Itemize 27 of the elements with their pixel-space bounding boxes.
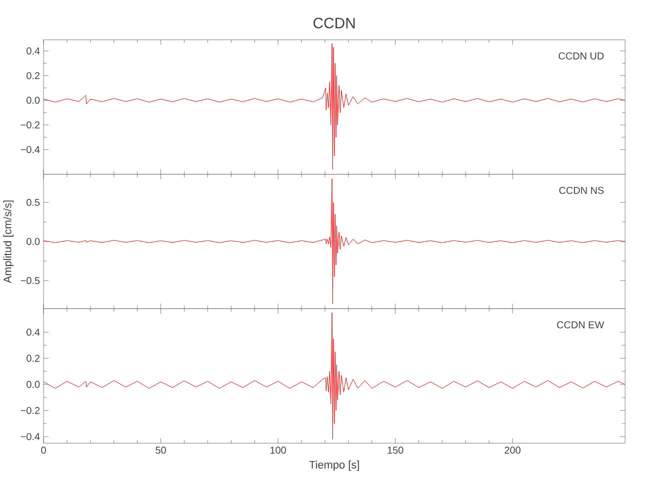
chart-title: CCDN <box>314 18 355 28</box>
y-tick-label: −0.5 <box>20 277 40 284</box>
y-tick-label: 0.2 <box>26 72 40 80</box>
y-tick-label: 0.0 <box>26 96 40 104</box>
y-tick-label: 0.0 <box>26 238 40 246</box>
x-tick-label: 0 <box>41 446 46 454</box>
y-tick-label: 0.5 <box>26 198 40 206</box>
y-tick-label: 0.2 <box>26 354 40 362</box>
x-tick-label: 150 <box>388 446 404 454</box>
line-series <box>44 178 626 304</box>
line-series <box>44 43 626 170</box>
line-series <box>44 312 626 440</box>
annotation: CCDN UD <box>558 52 604 60</box>
y-axis-title: Amplitud [cm/s/s] <box>3 200 14 284</box>
x-axis-title: Tiempo [s] <box>309 460 359 471</box>
annotation: CCDN NS <box>559 186 604 194</box>
y-tick-label: −0.4 <box>20 433 40 440</box>
annotation: CCDN EW <box>557 321 604 328</box>
x-tick-label: 200 <box>504 446 520 454</box>
y-tick-label: 0.4 <box>26 47 40 54</box>
y-tick-label: 0.4 <box>26 328 40 336</box>
y-tick-label: −0.2 <box>20 407 40 414</box>
y-tick-label: −0.4 <box>20 146 40 154</box>
x-tick-label: 50 <box>156 446 166 454</box>
y-tick-label: 0.0 <box>26 380 40 388</box>
y-tick-label: −0.2 <box>20 121 40 128</box>
x-tick-label: 100 <box>270 446 286 454</box>
